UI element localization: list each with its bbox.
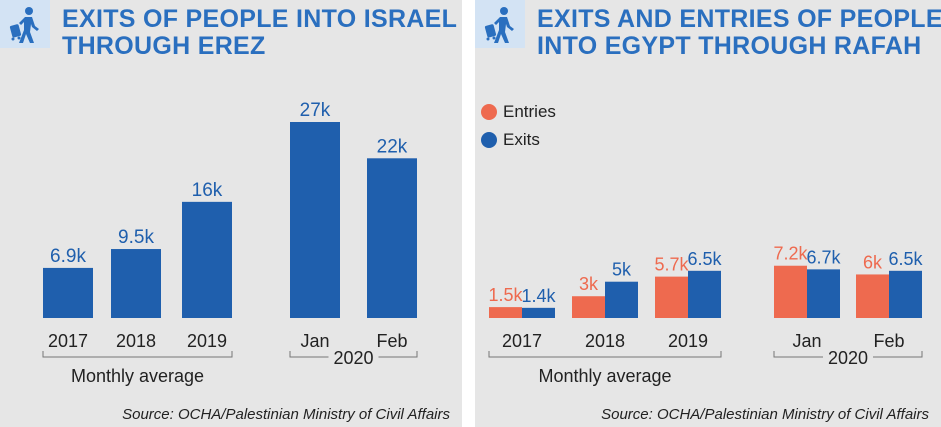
bar-exits-2017 <box>522 307 555 318</box>
chart-title: EXITS OF PEOPLE INTO ISRAEL THROUGH EREZ <box>62 6 457 60</box>
legend-entries: Entries <box>481 102 556 122</box>
chart-title: EXITS AND ENTRIES OF PEOPLE INTO EGYPT T… <box>537 6 941 60</box>
legend-swatch-exits <box>481 132 497 148</box>
legend-swatch-entries <box>481 104 497 120</box>
data-label-entries-jan: 7.2k <box>773 244 808 264</box>
tick-label-feb: Feb <box>873 331 904 351</box>
bar-exits-2019 <box>688 270 721 318</box>
bar-2017 <box>43 267 93 318</box>
data-label-exits-jan: 6.7k <box>806 247 841 267</box>
bar-entries-2018 <box>572 296 605 318</box>
tick-label-2018: 2018 <box>116 331 156 351</box>
group-label-monthly-average: Monthly average <box>538 366 671 386</box>
group-label-2020: 2020 <box>333 348 373 368</box>
traveler-icon <box>0 0 50 48</box>
tick-label-2017: 2017 <box>48 331 88 351</box>
bar-entries-2019 <box>655 276 688 318</box>
tick-label-jan: Jan <box>792 331 821 351</box>
bar-2019 <box>182 201 232 318</box>
chart-title-line2: THROUGH EREZ <box>62 32 266 60</box>
group-bracket-2020-left <box>773 351 823 358</box>
bar-entries-feb <box>856 274 889 318</box>
group-bracket-2020-right <box>873 351 923 358</box>
bar-2018 <box>111 249 161 318</box>
group-bracket-monthly-average <box>42 351 233 358</box>
chart-title-line1: EXITS OF PEOPLE INTO ISRAEL <box>62 5 458 33</box>
bar-feb <box>367 158 417 318</box>
legend-label-exits: Exits <box>503 130 540 149</box>
chart-title-line2: INTO EGYPT THROUGH RAFAH <box>537 32 922 60</box>
data-label-entries-2018: 3k <box>579 274 599 294</box>
bar-exits-feb <box>889 270 922 318</box>
data-label-exits-feb: 6.5k <box>888 249 923 269</box>
data-label-2019: 16k <box>192 180 223 201</box>
bar-entries-2017 <box>489 307 522 318</box>
data-label-entries-feb: 6k <box>863 252 883 272</box>
chart-title-line1: EXITS AND ENTRIES OF PEOPLE <box>537 5 941 33</box>
tick-label-2017: 2017 <box>502 331 542 351</box>
bar-exits-2018 <box>605 281 638 318</box>
source-note: Source: OCHA/Palestinian Ministry of Civ… <box>601 406 929 423</box>
legend-exits: Exits <box>481 130 540 150</box>
bar-exits-jan <box>807 269 840 318</box>
erez-bar-chart: 6.9k 2017 9.5k 2018 16k 2019 27k Jan 22k Feb Month… <box>42 100 418 386</box>
tick-label-feb: Feb <box>376 331 407 351</box>
tick-label-jan: Jan <box>300 331 329 351</box>
data-label-entries-2019: 5.7k <box>654 255 689 275</box>
data-label-entries-2017: 1.5k <box>488 285 523 305</box>
rafah-bar-chart: 1.5k 3k 5.7k 7.2k 6k 1.4k 5k 6.5k 6.7k 6.5k 2017 20… <box>488 244 923 386</box>
legend-label-entries: Entries <box>503 102 556 121</box>
tick-label-2019: 2019 <box>668 331 708 351</box>
group-label-2020: 2020 <box>828 348 868 368</box>
erez-chart-panel: EXITS OF PEOPLE INTO ISRAEL THROUGH EREZ… <box>0 0 462 427</box>
data-label-2017: 6.9k <box>50 246 86 267</box>
rafah-chart-panel: EXITS AND ENTRIES OF PEOPLE INTO EGYPT T… <box>475 0 941 427</box>
tick-label-2018: 2018 <box>585 331 625 351</box>
source-note: Source: OCHA/Palestinian Ministry of Civ… <box>122 406 450 423</box>
data-label-exits-2017: 1.4k <box>521 286 556 306</box>
data-label-exits-2019: 6.5k <box>687 249 722 269</box>
data-label-2018: 9.5k <box>118 227 154 248</box>
data-label-exits-2018: 5k <box>612 260 632 280</box>
traveler-icon <box>475 0 525 48</box>
data-label-jan: 27k <box>300 100 331 121</box>
tick-label-2019: 2019 <box>187 331 227 351</box>
data-label-feb: 22k <box>377 136 408 157</box>
group-bracket-2020-left <box>289 351 329 358</box>
group-bracket-2020-right <box>378 351 418 358</box>
bar-entries-jan <box>774 265 807 318</box>
group-label-monthly-average: Monthly average <box>71 366 204 386</box>
bar-jan <box>290 122 340 318</box>
group-bracket-monthly-average <box>488 351 722 358</box>
